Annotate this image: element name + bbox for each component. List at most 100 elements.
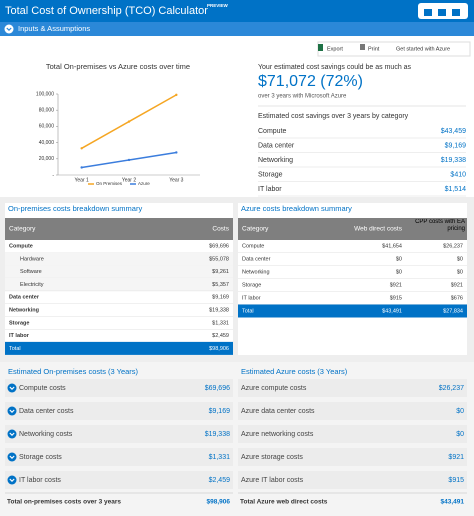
- savings-value: $43,459: [441, 128, 466, 135]
- row-label: Software: [20, 269, 42, 275]
- chevron: [9, 455, 15, 459]
- row-value: $0: [396, 256, 402, 262]
- row-label: Electricity: [20, 282, 44, 288]
- column-header: Category: [9, 226, 36, 233]
- row-label: Networking: [242, 269, 270, 275]
- total-label: Total: [9, 346, 21, 352]
- estimate-row: [238, 379, 467, 397]
- savings-category: Compute: [258, 128, 287, 135]
- estimate-label: Azure compute costs: [241, 385, 307, 392]
- expand-icon[interactable]: [7, 383, 17, 393]
- preview-badge: PREVIEW: [207, 3, 229, 8]
- legend-label: Azure: [138, 181, 150, 186]
- estimate-value: $9,169: [209, 408, 231, 415]
- row-value: $5,357: [212, 282, 229, 288]
- legend-label: On Premises: [96, 181, 123, 186]
- expand-icon[interactable]: [7, 452, 17, 462]
- row-value: $69,696: [209, 243, 229, 249]
- savings-value: $1,514: [445, 186, 467, 193]
- row-value: $9,261: [212, 269, 229, 275]
- chart-title: Total On-premises vs Azure costs over ti…: [46, 62, 190, 71]
- savings-category: Networking: [258, 157, 293, 164]
- expand-icon[interactable]: [7, 429, 17, 439]
- row-value: $9,169: [212, 295, 229, 301]
- savings-value: $9,169: [445, 142, 467, 149]
- estimate-value: $2,459: [209, 477, 231, 484]
- estimate-value: $19,338: [205, 431, 230, 438]
- total-value: $27,834: [443, 308, 463, 314]
- row-label: Compute: [9, 243, 33, 249]
- row-value: $2,459: [212, 333, 229, 339]
- point: [175, 151, 178, 154]
- y-tick-label: 100,000: [36, 91, 54, 97]
- row-value: $0: [396, 269, 402, 275]
- table-header: [5, 218, 233, 240]
- total-label: Total: [242, 308, 254, 314]
- expand-icon[interactable]: [7, 406, 17, 416]
- expand-icon[interactable]: [7, 475, 17, 485]
- estimate-value: $26,237: [439, 385, 464, 392]
- y-tick-label: 20,000: [39, 156, 55, 162]
- point: [127, 158, 131, 162]
- row-bg: [5, 252, 233, 266]
- estimate-total-label: Total Azure web direct costs: [240, 499, 328, 506]
- row-value: $0: [457, 269, 463, 275]
- row-label: Storage: [9, 320, 29, 326]
- y-tick-label: -: [52, 172, 54, 178]
- savings-intro: Your estimated cost savings could be as …: [258, 64, 412, 71]
- estimate-total-label: Total on-premises costs over 3 years: [7, 499, 121, 506]
- estimate-label: Azure storage costs: [241, 454, 303, 461]
- row-value: $921: [390, 282, 402, 288]
- get-started-button[interactable]: Get started with Azure: [396, 46, 450, 52]
- estimate-label: Storage costs: [19, 454, 62, 461]
- column-header: Category: [242, 226, 269, 233]
- estimate-value: $0: [456, 408, 464, 415]
- row-value: $676: [451, 295, 463, 301]
- total-row: [5, 341, 233, 355]
- page-title: Total Cost of Ownership (TCO) Calculator: [5, 5, 208, 17]
- point: [80, 166, 83, 169]
- savings-note: over 3 years with Microsoft Azure: [258, 94, 347, 100]
- estimate-label: Networking costs: [19, 431, 73, 438]
- estimate-value: $0: [456, 431, 464, 438]
- inputs-bar[interactable]: [0, 22, 474, 36]
- row-value: $26,237: [443, 243, 463, 249]
- x-tick-label: Year 2: [122, 177, 136, 183]
- row-label: Hardware: [20, 256, 44, 262]
- estimate-row: [5, 425, 233, 443]
- row-bg: [5, 265, 233, 279]
- export-button[interactable]: Export: [327, 46, 343, 52]
- savings-category: Data center: [258, 142, 295, 149]
- total-row: [238, 304, 467, 318]
- row-value: $915: [390, 295, 402, 301]
- inputs-label[interactable]: Inputs & Assumptions: [18, 24, 90, 33]
- estimate-row: [238, 471, 467, 489]
- savings-category-title: Estimated cost savings over 3 years by c…: [258, 113, 409, 120]
- estimate-row: [5, 471, 233, 489]
- estimate-row: [5, 448, 233, 466]
- section-title: Estimated Azure costs (3 Years): [241, 367, 348, 376]
- estimate-value: $69,696: [205, 385, 230, 392]
- estimate-label: Azure data center costs: [241, 408, 315, 415]
- print-button[interactable]: Print: [368, 46, 380, 52]
- inputs-toggle[interactable]: [4, 24, 14, 34]
- section-title: Azure costs breakdown summary: [241, 204, 352, 213]
- chevron: [9, 386, 15, 390]
- column-header-text: CPP costs with EA pricing: [415, 219, 465, 232]
- estimate-value: $1,331: [209, 454, 231, 461]
- row-label: Storage: [242, 282, 261, 288]
- row-label: IT labor: [242, 295, 261, 301]
- point: [127, 120, 131, 123]
- estimate-label: Azure IT labor costs: [241, 477, 304, 484]
- estimate-total-value: $43,491: [441, 499, 465, 506]
- y-tick-label: 80,000: [39, 108, 55, 114]
- x-tick-label: Year 3: [169, 177, 183, 183]
- print-icon: [360, 44, 365, 50]
- column-header: Costs: [212, 226, 229, 233]
- row-value: $0: [457, 256, 463, 262]
- estimate-row: [5, 402, 233, 420]
- row-value: $41,654: [382, 243, 402, 249]
- point: [80, 147, 83, 150]
